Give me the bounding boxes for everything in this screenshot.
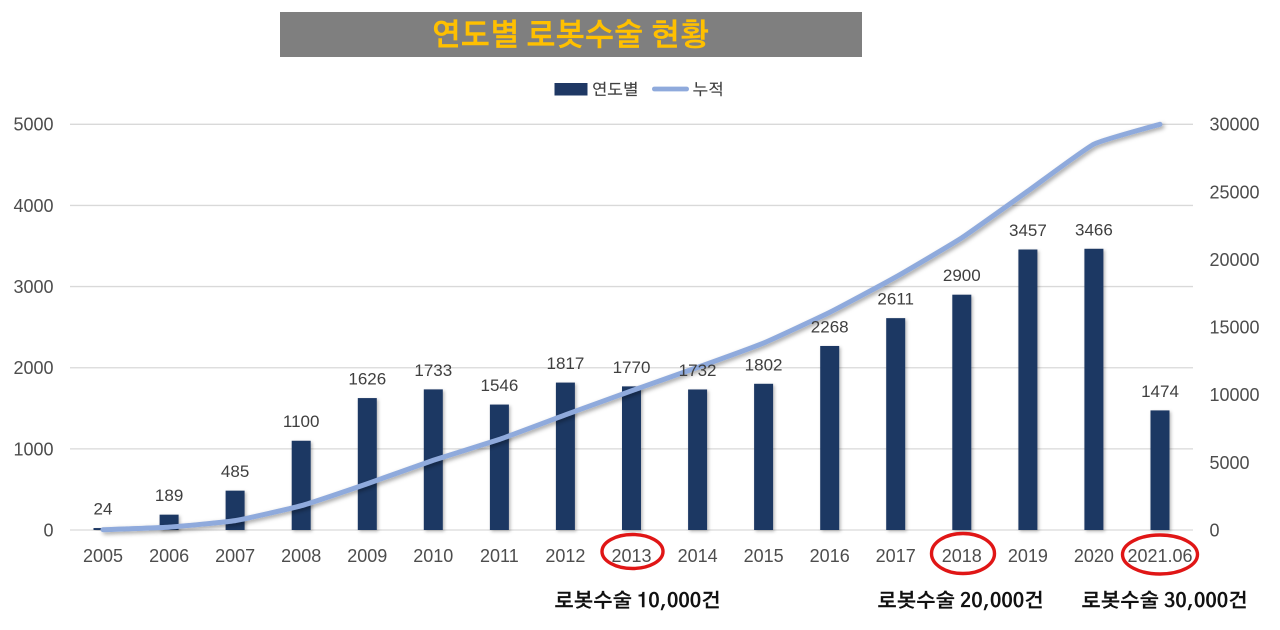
svg-text:0: 0: [1210, 520, 1220, 540]
svg-text:0: 0: [43, 520, 53, 540]
svg-text:1000: 1000: [13, 439, 53, 459]
svg-text:2900: 2900: [943, 266, 981, 285]
svg-text:2007: 2007: [215, 546, 255, 566]
svg-text:2006: 2006: [149, 546, 189, 566]
svg-text:189: 189: [155, 486, 183, 505]
svg-text:2009: 2009: [347, 546, 387, 566]
svg-text:1802: 1802: [745, 355, 783, 374]
svg-text:25000: 25000: [1210, 182, 1260, 202]
svg-text:2012: 2012: [545, 546, 585, 566]
svg-text:1100: 1100: [283, 412, 320, 431]
svg-text:24: 24: [94, 500, 113, 519]
svg-text:30000: 30000: [1210, 115, 1260, 135]
svg-text:1817: 1817: [546, 354, 584, 373]
svg-text:2016: 2016: [810, 546, 850, 566]
svg-text:2019: 2019: [1008, 546, 1048, 566]
svg-text:2018: 2018: [942, 546, 982, 566]
svg-text:5000: 5000: [13, 115, 53, 135]
svg-text:3466: 3466: [1075, 220, 1113, 239]
svg-text:15000: 15000: [1210, 318, 1260, 338]
svg-text:1733: 1733: [414, 361, 452, 380]
svg-text:2611: 2611: [877, 290, 914, 309]
svg-text:2268: 2268: [811, 318, 849, 337]
svg-text:4000: 4000: [13, 196, 53, 216]
svg-text:1626: 1626: [348, 370, 386, 389]
svg-text:2000: 2000: [13, 358, 53, 378]
svg-text:2015: 2015: [744, 546, 784, 566]
svg-text:1732: 1732: [679, 361, 717, 380]
svg-text:2005: 2005: [83, 546, 123, 566]
svg-text:3000: 3000: [13, 277, 53, 297]
svg-text:5000: 5000: [1210, 453, 1250, 473]
svg-text:3457: 3457: [1009, 221, 1047, 240]
svg-text:2010: 2010: [413, 546, 453, 566]
svg-text:20000: 20000: [1210, 250, 1260, 270]
svg-text:1546: 1546: [480, 376, 518, 395]
svg-text:2017: 2017: [876, 546, 916, 566]
svg-text:2011: 2011: [480, 546, 519, 566]
svg-text:2008: 2008: [281, 546, 321, 566]
svg-text:2014: 2014: [678, 546, 718, 566]
svg-text:1474: 1474: [1141, 382, 1179, 401]
svg-text:1770: 1770: [613, 358, 651, 377]
svg-text:485: 485: [221, 462, 249, 481]
svg-text:2020: 2020: [1074, 546, 1114, 566]
svg-text:2013: 2013: [611, 546, 651, 566]
svg-text:2021.06: 2021.06: [1127, 546, 1192, 566]
svg-text:10000: 10000: [1210, 385, 1260, 405]
